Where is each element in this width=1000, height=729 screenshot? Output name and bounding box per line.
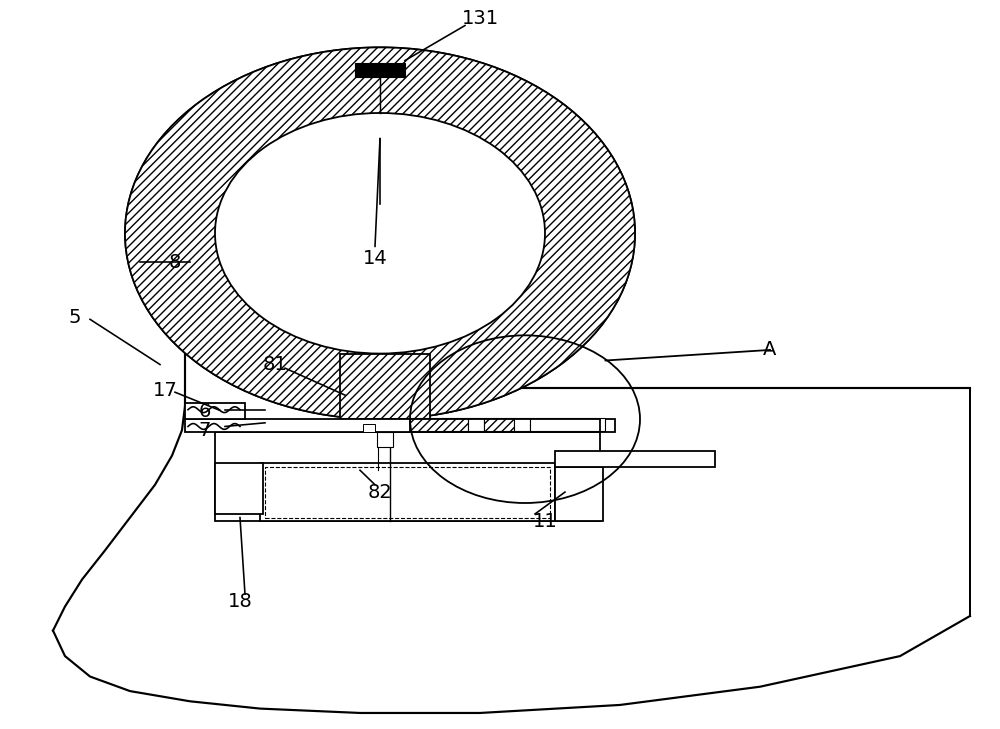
Text: 18: 18 [228, 592, 252, 611]
Bar [377, 432, 393, 447]
Text: 17: 17 [153, 381, 177, 399]
Bar [514, 418, 530, 431]
Circle shape [125, 47, 635, 419]
Text: 5: 5 [69, 308, 81, 327]
Bar [530, 418, 605, 431]
Text: 14: 14 [363, 249, 387, 268]
Text: 6: 6 [199, 402, 211, 421]
Bar [340, 354, 430, 419]
Circle shape [215, 113, 545, 354]
Bar [355, 63, 405, 77]
Bar [215, 463, 263, 514]
Bar [265, 467, 550, 518]
Circle shape [125, 47, 635, 419]
Text: 81: 81 [263, 355, 287, 374]
Bar [260, 463, 555, 521]
Bar [555, 451, 715, 467]
Bar [363, 424, 375, 432]
Text: 82: 82 [368, 483, 392, 502]
Text: 7: 7 [199, 421, 211, 440]
Text: 8: 8 [169, 253, 181, 272]
Text: 11: 11 [533, 512, 557, 531]
Bar [484, 418, 514, 431]
Bar [555, 467, 603, 521]
Bar [215, 432, 600, 521]
Bar [410, 418, 468, 431]
Bar [468, 418, 484, 431]
Bar [185, 419, 615, 432]
Text: 131: 131 [461, 9, 499, 28]
Text: A: A [763, 340, 777, 359]
Bar [185, 403, 245, 419]
